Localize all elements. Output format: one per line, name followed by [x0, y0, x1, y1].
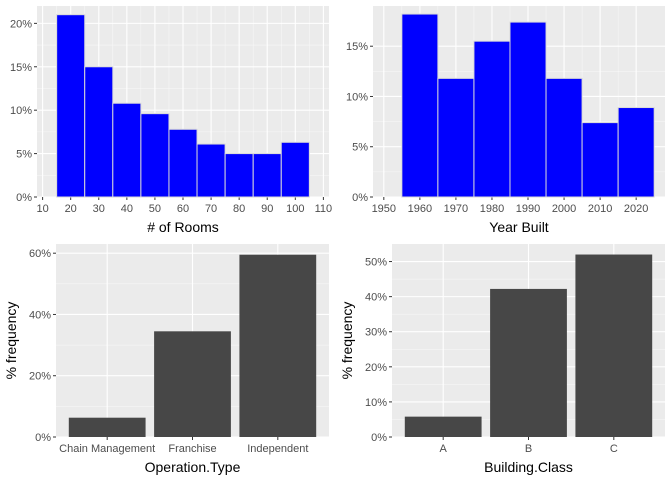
x-tick-label: Chain Management [59, 443, 155, 455]
histogram-bar [401, 13, 439, 198]
y-tick-label: 10% [365, 397, 387, 409]
y-tick-label: 20% [10, 18, 32, 30]
histogram-bar [56, 14, 86, 198]
x-axis-title: Building.Class [484, 459, 573, 475]
y-tick-label: 60% [29, 248, 51, 260]
x-tick-label: 2020 [624, 203, 648, 215]
x-tick-label: 100 [286, 203, 304, 215]
histogram-bar [84, 66, 114, 198]
x-tick-label: 1990 [516, 203, 540, 215]
x-tick-label: 80 [233, 203, 245, 215]
y-tick-label: 0% [371, 432, 387, 444]
x-tick-label: 70 [205, 203, 217, 215]
y-tick-label: 15% [10, 62, 32, 74]
x-tick-label: 2000 [552, 203, 576, 215]
x-tick-label: Independent [247, 443, 308, 455]
y-tick-label: 0% [16, 192, 32, 204]
y-tick-label: 0% [352, 192, 368, 204]
x-tick-label: 90 [261, 203, 273, 215]
y-tick-label: 5% [16, 149, 32, 161]
y-tick-label: 30% [365, 327, 387, 339]
x-tick-label: Franchise [168, 443, 216, 455]
x-tick-label: 30 [93, 203, 105, 215]
x-tick-label: 20 [65, 203, 77, 215]
x-tick-label: 1960 [408, 203, 432, 215]
x-tick-label: A [440, 443, 448, 455]
bar [404, 416, 482, 437]
y-tick-label: 20% [29, 371, 51, 383]
histogram-bar [545, 77, 583, 198]
x-axis-title: # of Rooms [147, 219, 219, 235]
x-tick-label: B [525, 443, 532, 455]
x-tick-label: 1970 [444, 203, 468, 215]
x-tick-label: 60 [177, 203, 189, 215]
x-tick-label: 1980 [480, 203, 504, 215]
bar [575, 254, 653, 437]
x-axis-title: Operation.Type [145, 459, 241, 475]
y-tick-label: 0% [35, 432, 51, 444]
histogram-bar [196, 143, 226, 198]
bar [154, 331, 231, 437]
x-tick-label: 1950 [372, 203, 396, 215]
histogram-bar [617, 107, 655, 198]
y-tick-label: 40% [29, 309, 51, 321]
y-tick-label: 5% [352, 142, 368, 154]
histogram-bar [280, 141, 310, 198]
bar [68, 417, 146, 437]
x-tick-label: 10 [36, 203, 48, 215]
x-tick-label: 40 [121, 203, 133, 215]
y-axis-title: % frequency [3, 302, 19, 380]
x-tick-label: C [610, 443, 618, 455]
x-tick-label: 2010 [588, 203, 612, 215]
histogram-bar [112, 102, 142, 198]
y-tick-label: 10% [346, 91, 368, 103]
histogram-bar [437, 77, 475, 198]
histogram-bar [252, 153, 282, 198]
y-tick-label: 40% [365, 292, 387, 304]
chart-panel-2: 0% 5% 10% 15% 1950 1960 1970 1980 1990 2000 2010 20… [346, 6, 665, 235]
x-axis-title: Year Built [489, 219, 549, 235]
y-tick-label: 20% [365, 362, 387, 374]
y-tick-label: 15% [346, 41, 368, 53]
x-tick-label: 50 [149, 203, 161, 215]
histogram-bar [224, 153, 254, 198]
histogram-bar [581, 122, 619, 198]
histogram-bar [168, 128, 198, 198]
chart-panel-3: 0% 20% 40% 60% Chain Management Franchise Inde… [3, 244, 329, 475]
x-tick-label: 110 [315, 203, 333, 215]
histogram-bar [140, 113, 170, 198]
y-tick-label: 50% [365, 257, 387, 269]
y-axis-title: % frequency [339, 302, 355, 380]
y-tick-label: 10% [10, 105, 32, 117]
chart-panel-1: 0% 5% 10% 15% 20% 10 20 30 40 50 60 70 80 90 100 110 # o… [10, 6, 332, 235]
chart-panel-4: 0% 10% 20% 30% 40% 50% A B C Building.Class % freq… [339, 244, 665, 475]
bar [239, 254, 317, 437]
histogram-bar [509, 21, 547, 198]
bar [490, 288, 567, 437]
histogram-bar [473, 40, 511, 198]
